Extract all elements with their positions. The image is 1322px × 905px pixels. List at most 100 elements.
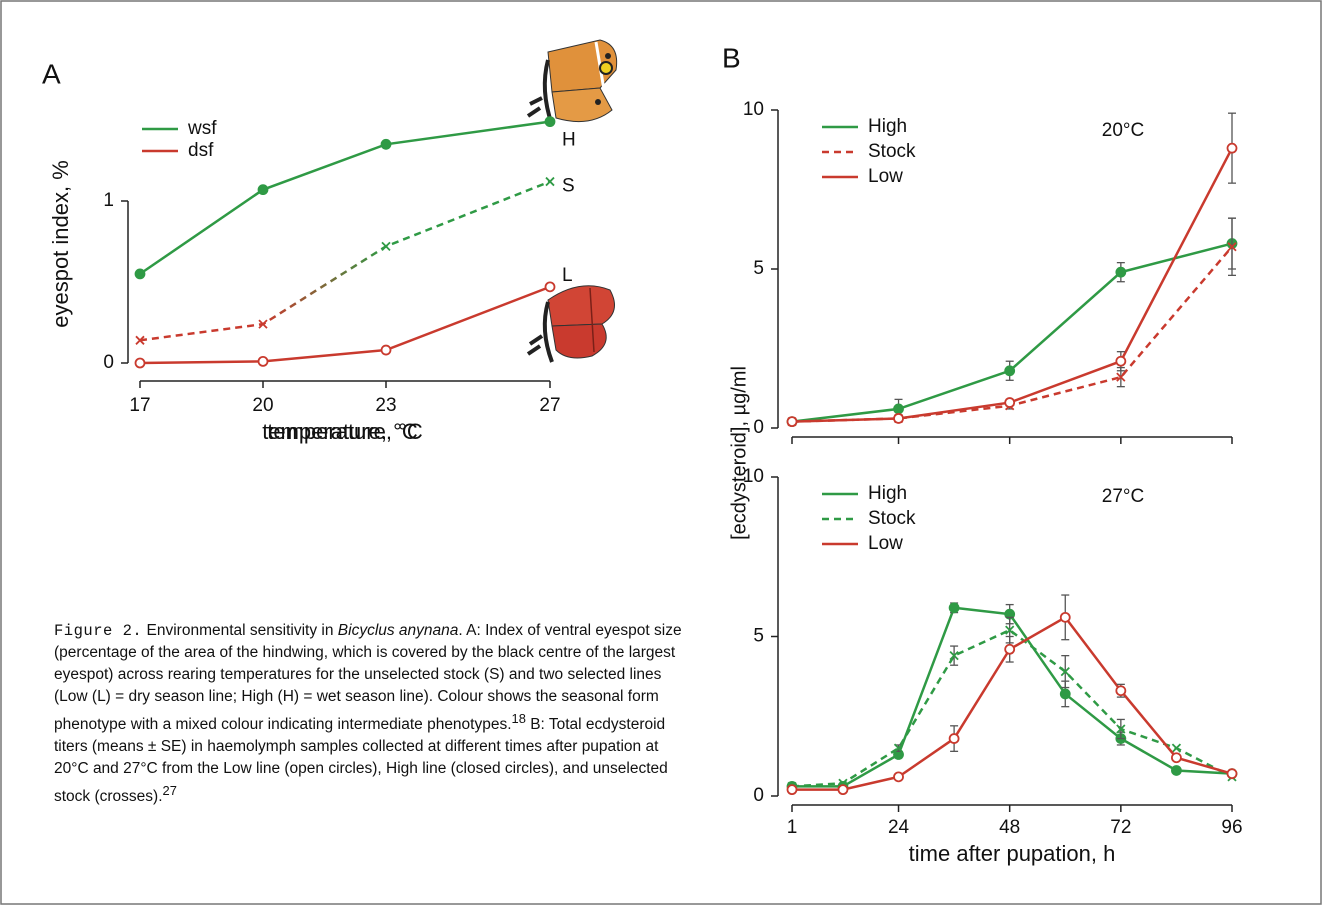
- point: [1004, 397, 1016, 408]
- point: [257, 184, 269, 196]
- point: [1005, 625, 1015, 635]
- butterfly-wsf: [526, 39, 618, 126]
- point: [1116, 724, 1126, 734]
- cross-arm: [893, 743, 904, 753]
- legend-label: High: [868, 483, 907, 504]
- y-axis-label: [ecdysteroid], µg/ml: [728, 366, 750, 540]
- x-tick-label: 17: [129, 395, 150, 416]
- point: [893, 403, 904, 415]
- series-line: [791, 242, 1233, 423]
- legend-label: High: [868, 116, 907, 137]
- legend-label: Low: [868, 533, 903, 554]
- x-axis-label: temperature, °C: [267, 419, 423, 444]
- cross-arm: [258, 319, 268, 329]
- ref: 18: [511, 711, 526, 726]
- x-tick-label: 96: [1221, 817, 1242, 838]
- point: [1059, 688, 1071, 700]
- point: [1115, 355, 1127, 367]
- point: [135, 335, 145, 345]
- point: [948, 733, 960, 744]
- point: [1004, 365, 1016, 377]
- series-line: [139, 285, 551, 365]
- point: [134, 268, 146, 280]
- y-tick-label: 0: [103, 352, 114, 373]
- butterfly-dsf: [526, 285, 615, 363]
- species: Bicyclus anynana: [337, 622, 459, 639]
- legend-label: dsf: [188, 140, 214, 161]
- point: [1171, 752, 1182, 764]
- caption: Figure 2. Environmental sensitivity in B…: [54, 620, 694, 808]
- point: [381, 241, 391, 251]
- point: [786, 784, 798, 796]
- point: [949, 651, 959, 661]
- cross-arm: [1171, 743, 1182, 753]
- panel-label: A: [42, 58, 61, 89]
- series-line: [791, 628, 1233, 788]
- point: [1060, 666, 1070, 677]
- cross-arm: [949, 651, 959, 661]
- x-axis-label: temperature, °C: [262, 419, 418, 444]
- point: [380, 344, 392, 356]
- caption-text: Environmental sensitivity in: [146, 622, 338, 639]
- point: [786, 416, 798, 428]
- caption-label: Figure 2.: [54, 622, 143, 640]
- point: [1171, 743, 1182, 753]
- y-tick-label: 10: [743, 99, 764, 120]
- point: [134, 357, 146, 369]
- cross-arm: [1060, 666, 1070, 677]
- panel-title: 20°C: [1102, 120, 1144, 141]
- point: [380, 138, 392, 150]
- x-tick-label: 1: [787, 817, 798, 838]
- point: [1116, 372, 1126, 382]
- point: [1226, 142, 1238, 154]
- point: [837, 784, 849, 796]
- panel-label: B: [722, 42, 741, 73]
- point: [544, 281, 556, 293]
- ref: 27: [162, 783, 177, 799]
- cross-arm: [381, 241, 391, 251]
- point: [1115, 266, 1127, 278]
- y-axis-label: eyespot index, %: [48, 160, 73, 328]
- y-tick-label: 5: [753, 258, 764, 279]
- point: [545, 176, 555, 187]
- legend-label: wsf: [187, 118, 217, 139]
- x-axis-label: time after pupation, h: [909, 841, 1116, 866]
- cross-arm: [1116, 372, 1126, 382]
- end-label: H: [562, 130, 576, 151]
- panel-title: 27°C: [1102, 486, 1144, 507]
- point: [1059, 611, 1071, 623]
- x-tick-label: 20: [252, 395, 273, 416]
- x-tick-label: 72: [1110, 817, 1131, 838]
- cross-arm: [1005, 625, 1015, 635]
- end-label: S: [562, 176, 575, 197]
- caption-text: B: Total ecdysteroid titers (means ± SE)…: [54, 716, 668, 806]
- x-tick-label: 48: [999, 817, 1020, 838]
- legend-label: Stock: [868, 508, 916, 529]
- y-tick-label: 0: [753, 417, 764, 438]
- y-tick-label: 10: [743, 466, 764, 487]
- point: [893, 413, 904, 424]
- series-line: [139, 120, 551, 275]
- point: [258, 319, 268, 329]
- end-label: L: [562, 265, 573, 286]
- point: [948, 602, 960, 614]
- point: [893, 771, 904, 783]
- y-tick-label: 1: [103, 190, 114, 211]
- x-tick-label: 27: [539, 395, 560, 416]
- point: [257, 355, 269, 367]
- point: [1115, 685, 1127, 697]
- point: [1227, 242, 1237, 252]
- y-tick-label: 0: [753, 785, 764, 806]
- series-line: [139, 180, 551, 342]
- x-tick-label: 23: [375, 395, 396, 416]
- caption-text: . A: Index of ventral eyespot size (perc…: [54, 622, 682, 734]
- y-tick-label: 5: [753, 626, 764, 647]
- point: [1004, 643, 1016, 655]
- point: [1171, 765, 1182, 776]
- point: [893, 743, 904, 753]
- series-line: [792, 606, 1233, 788]
- point: [1226, 768, 1238, 780]
